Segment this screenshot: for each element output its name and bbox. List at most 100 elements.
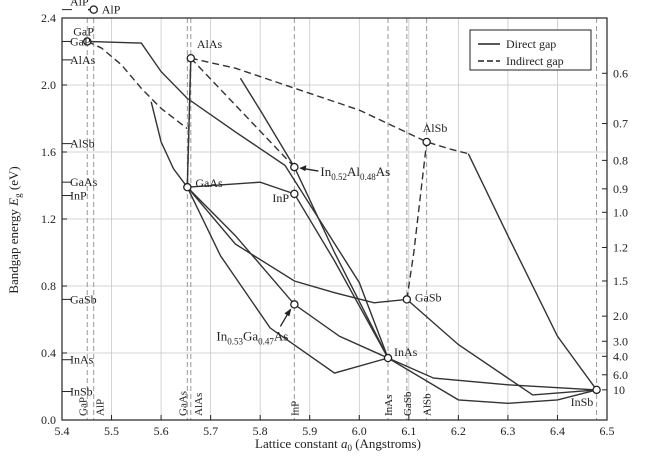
y-tick-label: 1.2 [41, 212, 56, 226]
point-ingaas [290, 300, 299, 309]
x-tick-label: 5.8 [253, 424, 268, 438]
point-gaas [183, 182, 192, 192]
tick-group: 5.4 5.5 5.6 5.7 5.8 5.9 6.0 6.1 6.2 6.3 6.4 6.5 0.0 0… [41, 11, 628, 438]
point-label-inas: InAs [394, 345, 418, 359]
right-tick-label: 3.0 [613, 334, 628, 348]
point-label-alp: AlP [102, 3, 121, 17]
series-line-10 [186, 186, 407, 304]
series-line-7 [406, 141, 428, 300]
series-line-6 [186, 58, 192, 188]
point-label-alsb: AlSb [423, 121, 448, 135]
left-material-label: GaP [70, 34, 91, 48]
x-tick-label: 6.1 [401, 424, 416, 438]
formula-subscript: 0.47 [258, 336, 274, 346]
x-tick-label: 5.7 [203, 424, 218, 438]
series-line-0 [87, 40, 188, 130]
plot-frame [61, 17, 608, 421]
point-inp [290, 189, 299, 199]
y-tick-label: 2.0 [41, 78, 56, 92]
point-label-inp: InP [272, 191, 289, 205]
formula-text: As [274, 328, 288, 343]
bottom-material-label: InP [289, 401, 301, 416]
formula-text: In [320, 164, 331, 179]
series-line-15 [406, 298, 597, 396]
annotation-arrowhead [299, 165, 307, 172]
point-label-insb: InSb [571, 395, 594, 409]
point-insb [592, 385, 601, 395]
formula-text: In [216, 328, 227, 343]
bottom-material-label: GaSb [402, 391, 414, 416]
bottom-material-label: AlAs [193, 393, 205, 416]
y-axis-title-sub: g [13, 193, 23, 198]
x-tick-label: 5.6 [154, 424, 169, 438]
x-tick-label: 6.2 [451, 424, 466, 438]
left-material-label: AlAs [70, 53, 96, 67]
y-tick-label: 0.8 [41, 279, 56, 293]
left-material-label: InP [70, 189, 87, 203]
point-alsb [422, 137, 431, 147]
x-axis-title-text: Lattice constant [255, 436, 341, 451]
annotation-arrowhead [284, 308, 292, 317]
legend-box [469, 29, 592, 71]
x-axis-title-unit: (Angstroms) [352, 436, 421, 451]
right-tick-label: 0.9 [613, 182, 628, 196]
point-inalas [290, 162, 299, 172]
series-line-16 [387, 357, 597, 405]
series-line-14 [387, 357, 597, 391]
formula-subscript: 0.52 [331, 172, 347, 182]
y-tick-label: 0.0 [41, 413, 56, 427]
y-axis-title-text: Bandgap energy [6, 206, 21, 294]
annotation-inalas: In0.52Al0.48As [320, 164, 390, 182]
left-material-label: InSb [70, 385, 93, 399]
x-axis-title-sub: 0 [347, 443, 352, 453]
reference-lines [86, 18, 598, 420]
x-axis-title-var: a [341, 436, 348, 451]
series-group [87, 40, 598, 405]
y-tick-label: 0.4 [41, 346, 56, 360]
x-tick-label: 6.4 [550, 424, 565, 438]
legend-label-dashed: Indirect gap [506, 54, 564, 68]
right-tick-label: 0.6 [613, 66, 628, 80]
series-line-3 [190, 57, 469, 155]
right-tick-label: 1.5 [613, 274, 628, 288]
series-line-2 [150, 101, 188, 188]
y-tick-label: 1.6 [41, 145, 56, 159]
formula-text: Ga [243, 328, 258, 343]
point-alas [186, 53, 196, 63]
point-inas [383, 353, 393, 363]
y-axis-title-var: E [6, 198, 21, 207]
x-tick-label: 5.5 [104, 424, 119, 438]
legend: Direct gap Indirect gap [469, 29, 592, 71]
x-axis-title: Lattice constant a0 (Angstroms) [255, 436, 421, 453]
right-tick-label: 10 [613, 383, 625, 397]
bottom-material-label: AlP [95, 399, 107, 416]
bottom-material-label: AlSb [422, 393, 434, 416]
right-tick-label: 0.8 [613, 153, 628, 167]
right-tick-label: 0.7 [613, 117, 628, 131]
left-material-label: GaSb [70, 292, 97, 306]
left-material-label: GaAs [70, 175, 98, 189]
x-tick-label: 6.5 [600, 424, 615, 438]
point-label-alas: AlAs [197, 37, 223, 51]
series-line-5 [190, 57, 295, 168]
bottom-material-label: GaP [77, 397, 89, 416]
formula-subscript: 0.53 [227, 336, 243, 346]
left-material-label: InAs [70, 353, 94, 367]
y-axis-title-unit: (eV) [6, 166, 21, 193]
series-line-4 [467, 153, 598, 391]
point-gap [83, 37, 92, 46]
point-label-gasb: GaSb [415, 290, 442, 304]
bottom-material-label: InAs [383, 395, 395, 416]
point-label-gap: GaP [73, 24, 94, 38]
series-line-11 [186, 186, 389, 374]
x-tick-label: 5.4 [55, 424, 70, 438]
series-line-1 [87, 40, 389, 359]
bottom-material-label: GaAs [177, 391, 189, 416]
right-tick-label: 1.0 [613, 205, 628, 219]
grid-lines [61, 17, 608, 421]
right-tick-label: 2.0 [613, 309, 628, 323]
left-material-label: AlP [70, 0, 89, 9]
x-tick-label: 6.3 [500, 424, 515, 438]
